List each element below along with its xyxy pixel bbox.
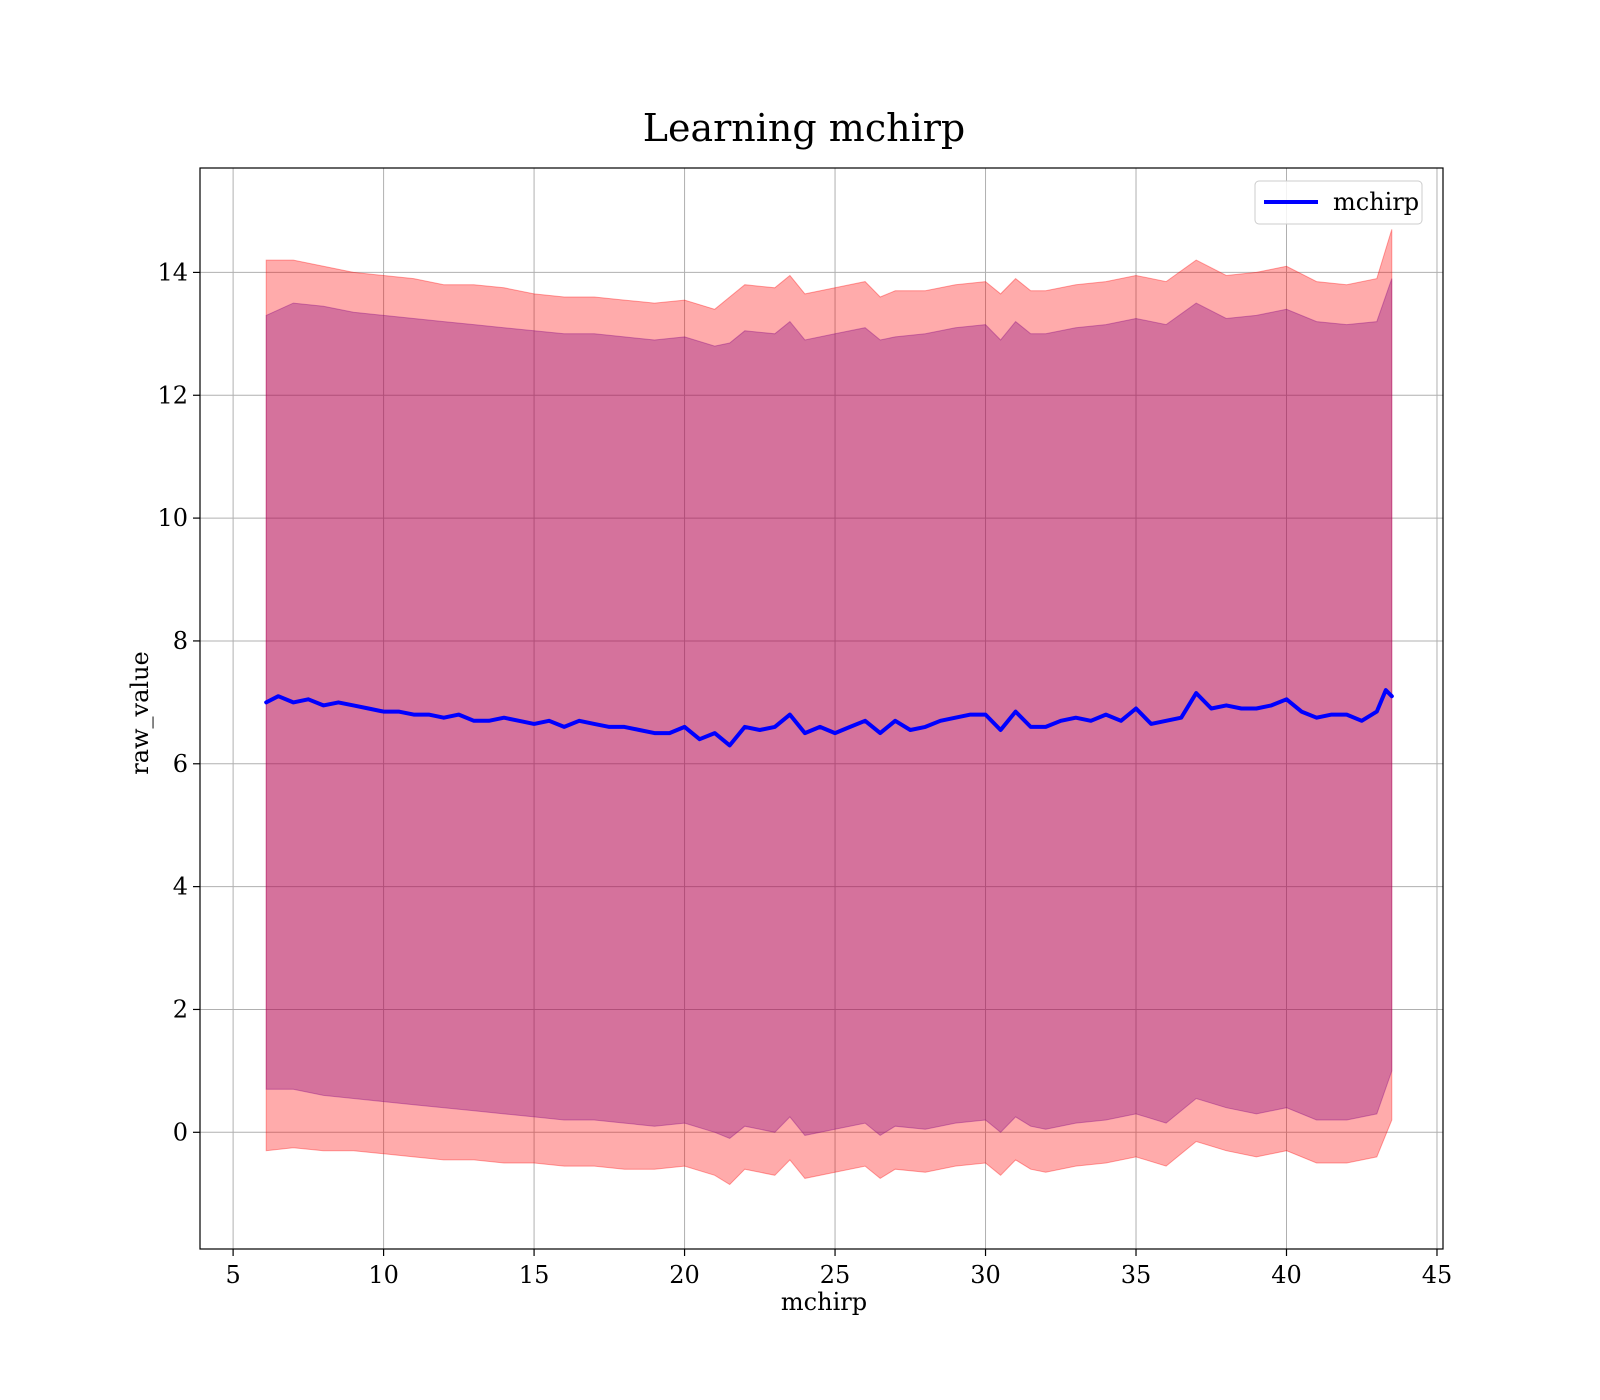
x-tick-label: 15 [519,1261,550,1289]
y-axis-label: raw_value [126,651,154,775]
x-tick-label: 35 [1121,1261,1152,1289]
x-tick-label: 5 [225,1261,240,1289]
legend: mchirp [1254,180,1423,225]
y-tick-label: 4 [173,873,188,901]
x-tick-label: 45 [1422,1261,1453,1289]
y-tick-label: 8 [173,627,188,655]
x-tick-label: 30 [970,1261,1001,1289]
legend-label: mchirp [1333,188,1419,216]
confidence-band-1 [265,229,1393,1186]
x-tick-label: 10 [368,1261,399,1289]
x-tick-label: 25 [820,1261,851,1289]
x-axis-ticks: 5 10 15 20 25 30 35 40 45 [225,1249,1452,1289]
y-tick-label: 0 [173,1118,188,1146]
legend-box [1254,180,1423,225]
series-lines [264,688,1394,748]
x-axis-label: mchirp [781,1288,867,1316]
plot-frame [199,167,1444,1250]
confidence-bands [265,229,1393,1186]
grid [200,168,1443,1249]
y-axis-ticks: 0 2 4 6 8 10 12 14 [157,258,200,1146]
y-tick-label: 12 [157,381,188,409]
y-tick-label: 6 [173,750,188,778]
x-tick-label: 40 [1271,1261,1302,1289]
chart-title: Learning mchirp [643,106,965,150]
y-tick-label: 14 [157,258,188,286]
confidence-band-2 [265,278,1393,1139]
x-tick-label: 20 [669,1261,700,1289]
y-tick-label: 2 [173,995,188,1023]
y-tick-label: 10 [157,504,188,532]
series-line-mchirp [264,688,1394,748]
